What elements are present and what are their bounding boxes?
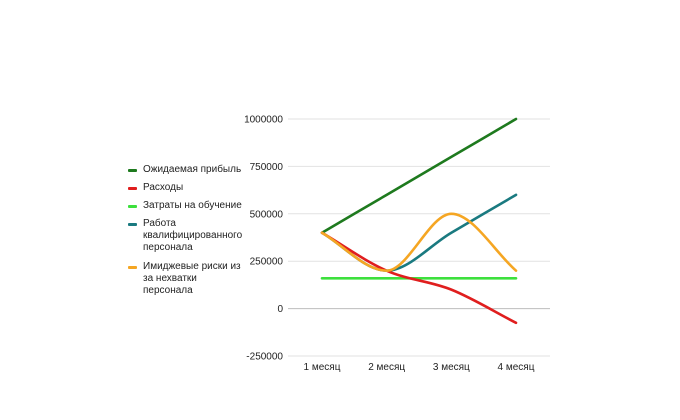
legend-item-qualified-staff: Работа квалифицированного персонала bbox=[128, 218, 248, 254]
series-line-1 bbox=[320, 231, 518, 325]
legend-label: Имиджевые риски из за нехватки персонала bbox=[143, 261, 241, 296]
legend-swatch bbox=[128, 205, 137, 208]
legend: Ожидаемая прибыль Расходы Затраты на обу… bbox=[128, 164, 248, 304]
y-tick-label: 250000 bbox=[250, 257, 284, 268]
series-line-0 bbox=[320, 117, 518, 235]
y-axis-tick-labels: 1000000 750000 500000 250000 0 -250000 bbox=[244, 115, 283, 363]
legend-item-expected-profit: Ожидаемая прибыль bbox=[128, 164, 248, 176]
series-line-3 bbox=[320, 193, 518, 272]
legend-swatch bbox=[128, 187, 137, 190]
series-line-4 bbox=[320, 212, 518, 272]
grid-lines bbox=[288, 118, 550, 357]
x-tick-label: 3 месяц bbox=[433, 362, 470, 373]
y-tick-label: 500000 bbox=[250, 209, 284, 220]
legend-label: Расходы bbox=[143, 182, 184, 193]
x-tick-label: 1 месяц bbox=[304, 362, 341, 373]
legend-swatch bbox=[128, 223, 137, 226]
y-tick-label: 750000 bbox=[250, 162, 284, 173]
legend-swatch bbox=[128, 266, 137, 269]
x-tick-label: 2 месяц bbox=[368, 362, 405, 373]
legend-label: Работа квалифицированного персонала bbox=[143, 218, 243, 253]
legend-item-training-costs: Затраты на обучение bbox=[128, 200, 248, 212]
legend-label: Ожидаемая прибыль bbox=[143, 164, 242, 175]
y-tick-label: 0 bbox=[277, 304, 283, 315]
legend-label: Затраты на обучение bbox=[143, 200, 242, 211]
x-tick-label: 4 месяц bbox=[498, 362, 535, 373]
y-tick-label: 1000000 bbox=[244, 115, 283, 126]
series-lines bbox=[320, 117, 518, 325]
x-axis-tick-labels: 1 месяц 2 месяц 3 месяц 4 месяц bbox=[304, 362, 535, 373]
legend-swatch bbox=[128, 169, 137, 172]
legend-item-expenses: Расходы bbox=[128, 182, 248, 194]
legend-item-image-risks: Имиджевые риски из за нехватки персонала bbox=[128, 261, 248, 297]
y-tick-label: -250000 bbox=[246, 352, 283, 363]
